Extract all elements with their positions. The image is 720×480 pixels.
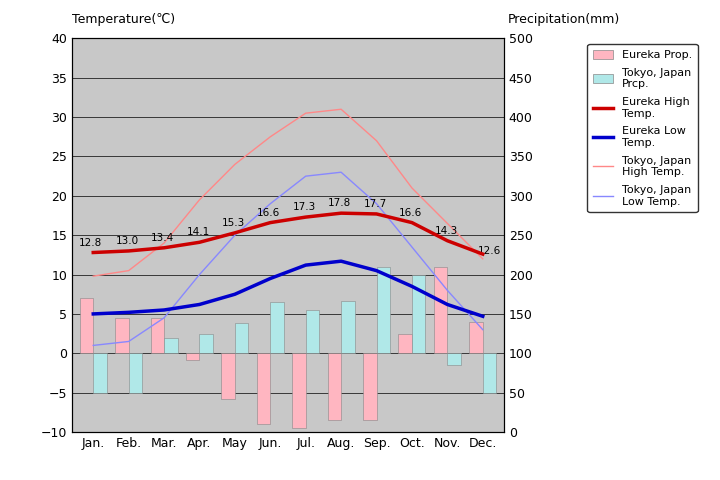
Text: 12.6: 12.6 bbox=[478, 246, 501, 256]
Text: 14.1: 14.1 bbox=[186, 228, 210, 237]
Bar bbox=[186, 353, 199, 360]
Text: 17.7: 17.7 bbox=[364, 199, 387, 209]
Bar bbox=[80, 298, 94, 353]
Bar bbox=[434, 267, 447, 353]
Bar bbox=[270, 302, 284, 353]
Bar bbox=[398, 334, 412, 353]
Text: 13.4: 13.4 bbox=[151, 233, 174, 243]
Text: 16.6: 16.6 bbox=[257, 208, 281, 217]
Bar bbox=[257, 353, 270, 424]
Bar bbox=[199, 334, 213, 353]
Bar bbox=[328, 353, 341, 420]
Text: 17.3: 17.3 bbox=[293, 202, 316, 212]
Bar bbox=[341, 300, 354, 353]
Bar bbox=[363, 353, 377, 420]
Bar bbox=[292, 353, 306, 428]
Text: Temperature(℃): Temperature(℃) bbox=[72, 13, 175, 26]
Bar bbox=[222, 353, 235, 399]
Text: 14.3: 14.3 bbox=[434, 226, 458, 236]
Bar bbox=[235, 324, 248, 353]
Bar bbox=[412, 275, 426, 353]
Bar bbox=[482, 353, 496, 393]
Text: 16.6: 16.6 bbox=[399, 208, 422, 217]
Text: 17.8: 17.8 bbox=[328, 198, 351, 208]
Text: 12.8: 12.8 bbox=[79, 238, 102, 248]
Bar bbox=[129, 353, 142, 393]
Bar bbox=[164, 337, 178, 353]
Bar bbox=[306, 310, 319, 353]
Bar bbox=[94, 353, 107, 393]
Legend: Eureka Prop., Tokyo, Japan
Prcp., Eureka High
Temp., Eureka Low
Temp., Tokyo, Ja: Eureka Prop., Tokyo, Japan Prcp., Eureka… bbox=[588, 44, 698, 213]
Bar bbox=[447, 353, 461, 365]
Bar bbox=[150, 318, 164, 353]
Bar bbox=[377, 267, 390, 353]
Text: 13.0: 13.0 bbox=[116, 236, 139, 246]
Text: Precipitation(mm): Precipitation(mm) bbox=[508, 13, 620, 26]
Text: 15.3: 15.3 bbox=[222, 218, 245, 228]
Bar bbox=[115, 318, 129, 353]
Bar bbox=[469, 322, 482, 353]
